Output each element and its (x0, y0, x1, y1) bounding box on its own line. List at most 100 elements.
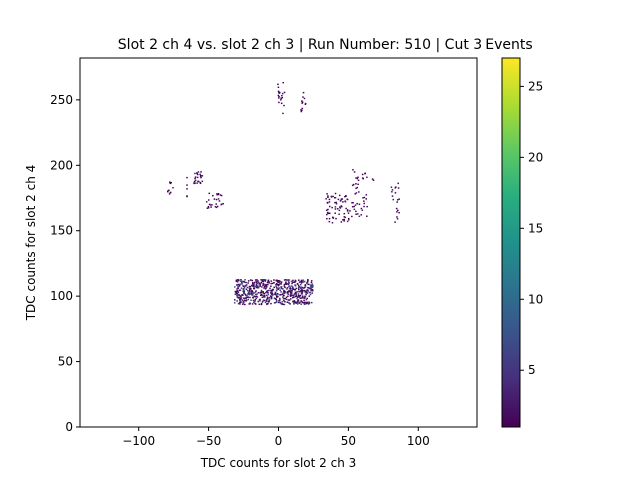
heatmap-cell (357, 179, 360, 182)
heatmap-cell (308, 295, 311, 297)
heatmap-cell (275, 296, 278, 298)
heatmap-cell (286, 288, 288, 290)
heatmap-cell (310, 289, 312, 291)
heatmap-cell (348, 219, 350, 221)
heatmap-cell (249, 296, 251, 299)
heatmap-cell (285, 281, 287, 283)
heatmap-cell (351, 184, 354, 187)
heatmap-cell (241, 280, 244, 283)
heatmap-cell (276, 293, 279, 295)
heatmap-cell (394, 192, 397, 194)
heatmap-cell (285, 298, 288, 301)
heatmap-cell (263, 285, 266, 288)
heatmap-cell (268, 299, 271, 301)
heatmap-cell (281, 92, 284, 95)
heatmap-cell (273, 282, 275, 284)
heatmap-cell (306, 289, 308, 291)
heatmap-cell (254, 285, 256, 288)
heatmap-cell (299, 283, 302, 286)
heatmap-cell (301, 289, 303, 291)
heatmap-cell (282, 296, 284, 299)
heatmap-cell (296, 283, 299, 285)
heatmap-cell (297, 279, 300, 281)
heatmap-cell (362, 177, 364, 179)
heatmap-cell (275, 300, 278, 302)
heatmap-cell (299, 294, 302, 297)
heatmap-cell (286, 301, 289, 303)
heatmap-cell (255, 284, 258, 286)
heatmap-cell (361, 173, 364, 176)
heatmap-cell (346, 210, 349, 212)
heatmap-cells (167, 81, 400, 306)
heatmap-cell (304, 291, 307, 293)
heatmap-cell (243, 292, 246, 294)
heatmap-cell (328, 220, 331, 223)
heatmap-cell (237, 279, 240, 281)
heatmap-cell (199, 174, 202, 177)
heatmap-cell (304, 290, 307, 292)
heatmap-cell (295, 301, 297, 303)
heatmap-cell (266, 291, 269, 294)
heatmap-cell (301, 288, 303, 290)
heatmap-cell (236, 296, 239, 298)
heatmap-cell (361, 209, 364, 211)
heatmap-cell (197, 180, 200, 183)
heatmap-cell (169, 191, 172, 194)
heatmap-cell (285, 296, 288, 298)
heatmap-cell (259, 284, 261, 286)
heatmap-cell (262, 299, 265, 301)
heatmap-cell (352, 169, 354, 171)
heatmap-cell (372, 179, 375, 181)
heatmap-cell (353, 208, 356, 211)
heatmap-cell (273, 302, 276, 304)
heatmap-cell (355, 210, 357, 213)
heatmap-cell (245, 281, 247, 284)
heatmap-cell (242, 303, 244, 305)
heatmap-cell (310, 285, 312, 288)
heatmap-cell (336, 208, 339, 210)
heatmap-cell (262, 284, 264, 287)
heatmap-cell (248, 287, 251, 290)
heatmap-cell (307, 303, 310, 305)
heatmap-cell (295, 292, 297, 294)
heatmap-cell (365, 194, 368, 196)
heatmap-cell (286, 286, 289, 289)
heatmap-cell (249, 289, 251, 291)
heatmap-cell (244, 281, 246, 283)
heatmap-cell (259, 300, 261, 302)
heatmap-cell (242, 288, 245, 290)
heatmap-cell (335, 217, 337, 220)
heatmap-cell (283, 289, 285, 292)
heatmap-cell (352, 202, 354, 204)
heatmap-cell (250, 299, 252, 301)
heatmap-cell (287, 293, 290, 296)
heatmap-cell (304, 295, 307, 298)
heatmap-cell (353, 205, 355, 208)
heatmap-cell (241, 281, 243, 284)
heatmap-cell (305, 298, 308, 301)
heatmap-cell (362, 197, 364, 199)
heatmap-cell (305, 282, 308, 284)
heatmap-cell (366, 176, 368, 179)
heatmap-cell (343, 220, 346, 222)
heatmap-cell (278, 287, 280, 289)
heatmap-cell (293, 303, 295, 305)
heatmap-cell (363, 200, 365, 202)
heatmap-cell (237, 294, 239, 297)
heatmap-cell (277, 86, 280, 89)
heatmap-cell (396, 201, 398, 203)
heatmap-cell (197, 180, 199, 183)
heatmap-cell (240, 279, 242, 281)
heatmap-cell (296, 301, 299, 303)
heatmap-cell (298, 281, 301, 283)
heatmap-cell (194, 179, 197, 182)
heatmap-cell (220, 203, 223, 206)
heatmap-cell (258, 281, 260, 284)
heatmap-cell (282, 294, 285, 296)
heatmap-cell (293, 293, 296, 295)
heatmap-cell (331, 206, 333, 209)
heatmap-cell (397, 182, 399, 185)
heatmap-cell (197, 171, 200, 173)
heatmap-cell (279, 91, 281, 94)
heatmap-cell (300, 287, 302, 289)
